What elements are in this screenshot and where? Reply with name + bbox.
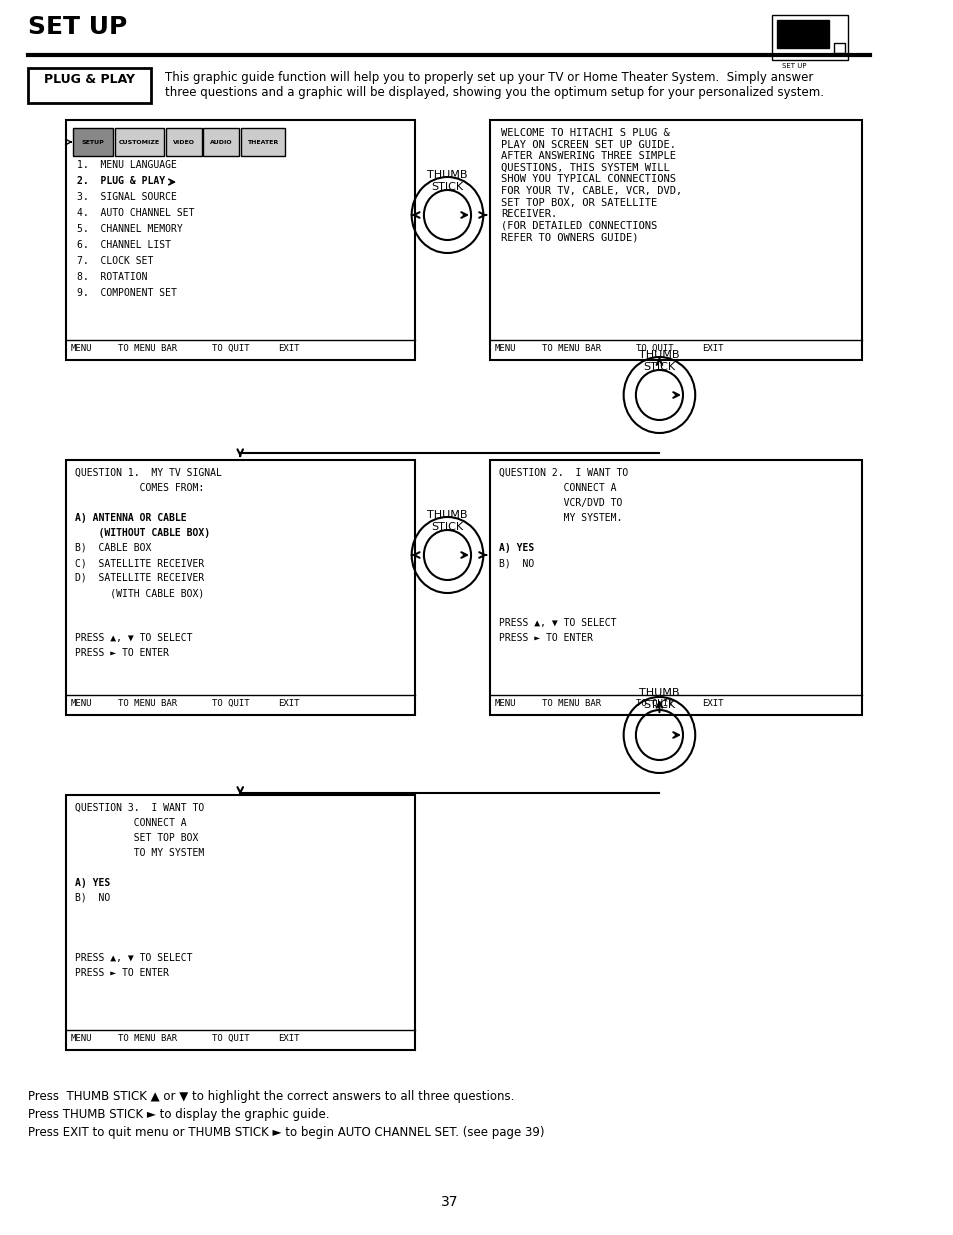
Text: MY SYSTEM.: MY SYSTEM. [498, 513, 622, 522]
Text: PRESS ▲, ▼ TO SELECT: PRESS ▲, ▼ TO SELECT [75, 634, 193, 643]
Text: THUMB: THUMB [639, 688, 679, 698]
Text: C)  SATELLITE RECEIVER: C) SATELLITE RECEIVER [75, 558, 204, 568]
Text: THUMB: THUMB [639, 350, 679, 359]
Text: EXIT: EXIT [701, 699, 722, 708]
Text: EXIT: EXIT [277, 699, 299, 708]
Text: D)  SATELLITE RECEIVER: D) SATELLITE RECEIVER [75, 573, 204, 583]
Text: PRESS ► TO ENTER: PRESS ► TO ENTER [75, 648, 170, 658]
Bar [66, 120, 414, 359]
Text: B)  NO: B) NO [498, 558, 534, 568]
Bar [73, 128, 112, 156]
Text: TO MY SYSTEM: TO MY SYSTEM [75, 848, 204, 858]
Bar [489, 459, 862, 715]
Text: TO QUIT: TO QUIT [636, 699, 673, 708]
Bar [489, 120, 862, 359]
Bar [241, 128, 284, 156]
Text: 1.  MENU LANGUAGE: 1. MENU LANGUAGE [77, 161, 177, 170]
Text: 6.  CHANNEL LIST: 6. CHANNEL LIST [77, 240, 172, 249]
Text: MENU: MENU [494, 699, 516, 708]
Text: 37: 37 [440, 1195, 457, 1209]
Bar [66, 795, 414, 1050]
Text: SET TOP BOX: SET TOP BOX [75, 832, 198, 844]
Text: STICK: STICK [642, 700, 675, 710]
Text: TO MENU BAR: TO MENU BAR [541, 699, 600, 708]
Text: Press THUMB STICK ► to display the graphic guide.: Press THUMB STICK ► to display the graph… [29, 1108, 330, 1121]
Text: STICK: STICK [431, 522, 463, 532]
Text: PRESS ► TO ENTER: PRESS ► TO ENTER [498, 634, 593, 643]
Text: QUESTION 3.  I WANT TO: QUESTION 3. I WANT TO [75, 803, 204, 813]
Text: THEATER: THEATER [247, 140, 278, 144]
Text: TO QUIT: TO QUIT [636, 345, 673, 353]
Text: 7.  CLOCK SET: 7. CLOCK SET [77, 256, 153, 266]
Text: TO MENU BAR: TO MENU BAR [117, 345, 176, 353]
Text: Press  THUMB STICK ▲ or ▼ to highlight the correct answers to all three question: Press THUMB STICK ▲ or ▼ to highlight th… [29, 1091, 514, 1103]
Text: TO QUIT: TO QUIT [212, 345, 250, 353]
Text: THUMB: THUMB [427, 510, 467, 520]
Text: PLUG & PLAY: PLUG & PLAY [44, 73, 135, 86]
Text: TO MENU BAR: TO MENU BAR [117, 1034, 176, 1044]
Bar [29, 68, 151, 103]
Text: VCR/DVD TO: VCR/DVD TO [498, 498, 622, 508]
Text: AUDIO: AUDIO [210, 140, 233, 144]
Text: MENU: MENU [71, 345, 92, 353]
Text: B)  NO: B) NO [75, 893, 111, 903]
Text: This graphic guide function will help you to properly set up your TV or Home The: This graphic guide function will help yo… [165, 70, 823, 99]
Bar [772, 15, 847, 61]
Text: EXIT: EXIT [277, 345, 299, 353]
Bar [166, 128, 201, 156]
Text: 4.  AUTO CHANNEL SET: 4. AUTO CHANNEL SET [77, 207, 194, 219]
Text: COMES FROM:: COMES FROM: [75, 483, 204, 493]
Text: CONNECT A: CONNECT A [75, 818, 187, 827]
Text: CONNECT A: CONNECT A [498, 483, 617, 493]
Text: STICK: STICK [431, 182, 463, 191]
Text: SET UP: SET UP [781, 63, 805, 69]
Text: SETUP: SETUP [82, 140, 105, 144]
Text: TO MENU BAR: TO MENU BAR [117, 699, 176, 708]
Text: STICK: STICK [642, 362, 675, 372]
Text: PRESS ▲, ▼ TO SELECT: PRESS ▲, ▼ TO SELECT [498, 618, 617, 629]
Text: 8.  ROTATION: 8. ROTATION [77, 272, 148, 282]
Text: TO QUIT: TO QUIT [212, 1034, 250, 1044]
Text: VIDEO: VIDEO [172, 140, 194, 144]
Text: MENU: MENU [71, 699, 92, 708]
Bar [203, 128, 239, 156]
Text: THUMB: THUMB [427, 170, 467, 180]
Text: Press EXIT to quit menu or THUMB STICK ► to begin AUTO CHANNEL SET. (see page 39: Press EXIT to quit menu or THUMB STICK ►… [29, 1126, 544, 1139]
Text: A) YES: A) YES [75, 878, 111, 888]
Text: SET UP: SET UP [29, 15, 128, 40]
Text: EXIT: EXIT [277, 1034, 299, 1044]
Text: (WITHOUT CABLE BOX): (WITHOUT CABLE BOX) [75, 529, 211, 538]
Bar [777, 20, 828, 48]
Bar [114, 128, 164, 156]
Text: 2.  PLUG & PLAY: 2. PLUG & PLAY [77, 177, 165, 186]
Text: TO MENU BAR: TO MENU BAR [541, 345, 600, 353]
Text: WELCOME TO HITACHI S PLUG &
PLAY ON SCREEN SET UP GUIDE.
AFTER ANSWERING THREE S: WELCOME TO HITACHI S PLUG & PLAY ON SCRE… [500, 128, 681, 242]
Bar [833, 43, 844, 53]
Text: B)  CABLE BOX: B) CABLE BOX [75, 543, 152, 553]
Text: PRESS ▲, ▼ TO SELECT: PRESS ▲, ▼ TO SELECT [75, 953, 193, 963]
Text: A) ANTENNA OR CABLE: A) ANTENNA OR CABLE [75, 513, 187, 522]
Bar [66, 459, 414, 715]
Text: 3.  SIGNAL SOURCE: 3. SIGNAL SOURCE [77, 191, 177, 203]
Text: MENU: MENU [494, 345, 516, 353]
Text: TO QUIT: TO QUIT [212, 699, 250, 708]
Text: PRESS ► TO ENTER: PRESS ► TO ENTER [75, 968, 170, 978]
Text: CUSTOMIZE: CUSTOMIZE [119, 140, 160, 144]
Text: EXIT: EXIT [701, 345, 722, 353]
Text: A) YES: A) YES [498, 543, 534, 553]
Text: MENU: MENU [71, 1034, 92, 1044]
Text: QUESTION 2.  I WANT TO: QUESTION 2. I WANT TO [498, 468, 628, 478]
Text: 5.  CHANNEL MEMORY: 5. CHANNEL MEMORY [77, 224, 183, 233]
Text: 9.  COMPONENT SET: 9. COMPONENT SET [77, 288, 177, 298]
Text: QUESTION 1.  MY TV SIGNAL: QUESTION 1. MY TV SIGNAL [75, 468, 222, 478]
Text: (WITH CABLE BOX): (WITH CABLE BOX) [75, 588, 204, 598]
